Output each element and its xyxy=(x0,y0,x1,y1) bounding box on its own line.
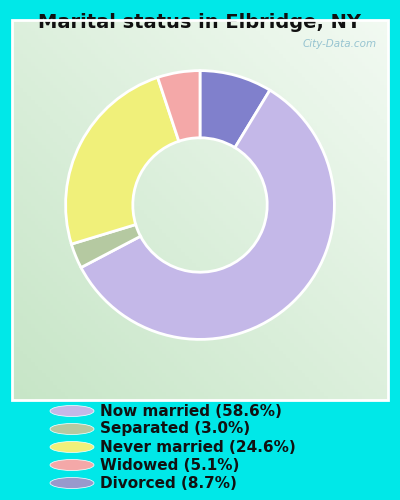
Circle shape xyxy=(50,424,94,434)
Wedge shape xyxy=(81,90,334,340)
Circle shape xyxy=(50,478,94,488)
Circle shape xyxy=(50,406,94,416)
Text: Separated (3.0%): Separated (3.0%) xyxy=(100,422,250,436)
Text: Never married (24.6%): Never married (24.6%) xyxy=(100,440,296,454)
Text: Marital status in Elbridge, NY: Marital status in Elbridge, NY xyxy=(38,12,362,32)
Wedge shape xyxy=(158,70,200,141)
Wedge shape xyxy=(72,224,140,268)
Circle shape xyxy=(50,442,94,452)
Circle shape xyxy=(50,460,94,470)
Text: City-Data.com: City-Data.com xyxy=(302,39,377,49)
Wedge shape xyxy=(200,70,270,148)
Text: Now married (58.6%): Now married (58.6%) xyxy=(100,404,282,418)
Text: Widowed (5.1%): Widowed (5.1%) xyxy=(100,458,239,472)
Wedge shape xyxy=(66,78,179,244)
Text: Divorced (8.7%): Divorced (8.7%) xyxy=(100,476,237,490)
